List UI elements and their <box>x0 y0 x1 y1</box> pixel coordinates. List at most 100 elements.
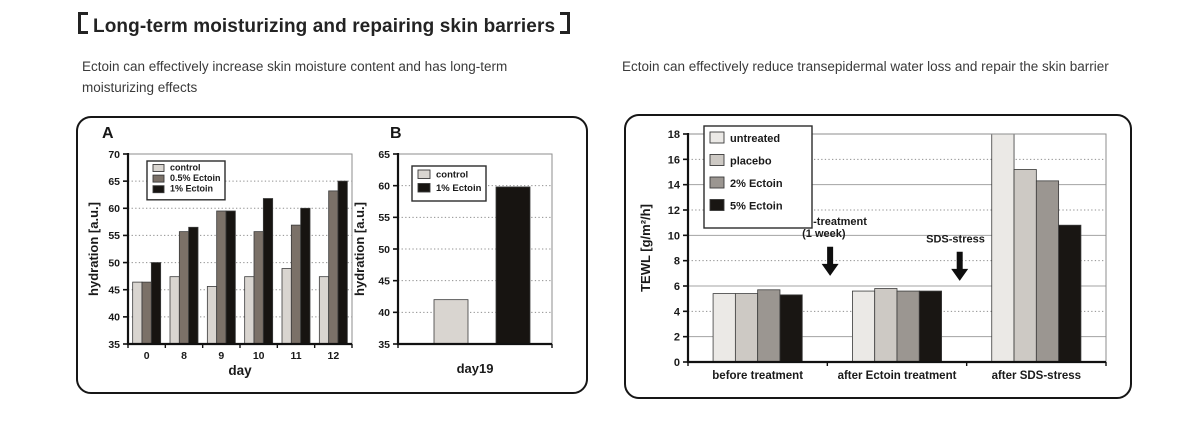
category-label: 8 <box>181 350 187 362</box>
bar <box>337 180 348 345</box>
y-tick-label: 60 <box>108 203 120 215</box>
legend-swatch <box>709 176 725 189</box>
y-tick-label: 40 <box>378 307 390 319</box>
x-axis-title: day19 <box>457 361 494 376</box>
legend-label: 1% Ectoin <box>170 184 213 194</box>
bar <box>253 231 264 345</box>
panel-a-label: A <box>102 125 114 142</box>
bar <box>874 288 898 363</box>
bar <box>991 133 1015 363</box>
bar <box>1035 180 1060 363</box>
y-tick-label: 0 <box>674 357 680 369</box>
hydration-B-canvas: 35 40 45 50 55 60 65 day19 hydration [a.u.] contr… <box>352 149 553 376</box>
y-tick-label: 12 <box>668 205 680 217</box>
page-title-text: Long-term moisturizing and repairing ski… <box>93 16 556 37</box>
annotation-arrow-icon <box>951 251 969 281</box>
bar <box>141 281 152 345</box>
category-label: after Ectoin treatment <box>838 370 957 382</box>
legend-swatch <box>152 164 165 172</box>
bar <box>206 286 218 345</box>
page-title: Long-term moisturizing and repairing ski… <box>78 12 571 38</box>
category-label: after SDS-stress <box>992 370 1081 382</box>
category-label: 9 <box>218 350 224 362</box>
y-tick-label: 6 <box>674 281 680 293</box>
tewl-panel: 0 2 4 6 8 10 12 14 16 18 before treatment after Ect… <box>624 114 1132 399</box>
y-tick-label: 50 <box>378 244 390 256</box>
y-tick-label: 10 <box>668 230 680 242</box>
hydration-chart-a: 35 40 45 50 55 60 65 70 0 8 9 10 11 12 day hydration [a… <box>86 142 368 386</box>
y-tick-label: 50 <box>108 257 120 269</box>
legend-label: 0.5% Ectoin <box>170 173 221 183</box>
y-axis-title: hydration [a.u.] <box>88 202 101 296</box>
y-tick-label: 70 <box>108 149 120 161</box>
hydration-panel: A B 35 40 45 50 55 60 65 70 0 8 9 10 11 12 day hydratio… <box>76 116 588 394</box>
legend-label: 2% Ectoin <box>730 178 783 190</box>
bar <box>262 198 274 345</box>
bar <box>188 226 199 345</box>
lenticular-bracket-right-icon <box>560 12 571 34</box>
bar <box>852 290 876 363</box>
legend-label: placebo <box>730 156 772 168</box>
bar <box>1058 224 1082 363</box>
y-tick-label: 55 <box>378 212 390 224</box>
bar <box>495 186 531 345</box>
hydration-A-canvas: 35 40 45 50 55 60 65 70 0 8 9 10 11 12 day hydration [a… <box>86 149 353 378</box>
bar <box>896 290 920 363</box>
bar <box>918 290 942 363</box>
hydration-chart-b: 35 40 45 50 55 60 65 day19 hydration [a.u.] contr… <box>352 142 562 386</box>
panel-b-label: B <box>390 125 402 142</box>
legend-label: control <box>170 163 201 173</box>
x-axis-title: day <box>228 363 252 378</box>
category-label: 12 <box>327 350 339 362</box>
bar <box>779 294 803 363</box>
y-tick-label: 18 <box>668 129 680 141</box>
y-tick-label: 8 <box>674 256 680 268</box>
legend-swatch <box>417 183 431 193</box>
y-axis-title: TEWL [g/m²/h] <box>638 204 653 292</box>
legend-label: 5% Ectoin <box>730 201 783 213</box>
category-label: 10 <box>253 350 265 362</box>
legend-label: untreated <box>730 133 780 145</box>
legend-swatch <box>152 174 165 183</box>
annotation-arrow-icon <box>821 246 839 276</box>
legend-swatch <box>417 169 431 179</box>
bar <box>318 276 330 345</box>
y-tick-label: 45 <box>108 284 120 296</box>
bar <box>216 210 227 345</box>
bar <box>433 299 469 345</box>
category-label: 11 <box>290 350 301 362</box>
y-tick-label: 60 <box>378 180 390 192</box>
y-tick-label: 40 <box>108 312 120 324</box>
bar <box>712 293 736 363</box>
tewl-chart: 0 2 4 6 8 10 12 14 16 18 before treatment after Ect… <box>636 124 1118 392</box>
bar <box>169 276 180 345</box>
y-axis-title: hydration [a.u.] <box>352 202 367 296</box>
legend-label: 1% Ectoin <box>436 183 482 194</box>
hydration-subtitle: Ectoin can effectively increase skin moi… <box>82 59 508 95</box>
y-tick-label: 16 <box>668 154 680 166</box>
bar <box>290 224 302 345</box>
bar <box>132 281 143 345</box>
bar <box>328 190 339 345</box>
y-tick-label: 35 <box>378 339 390 351</box>
tewl-canvas: 0 2 4 6 8 10 12 14 16 18 before treatment after Ect… <box>638 125 1107 382</box>
category-label: 0 <box>144 350 150 362</box>
bar <box>757 289 781 363</box>
annotation-text: (1 week) <box>802 228 846 240</box>
y-tick-label: 2 <box>674 332 680 344</box>
tewl-subtitle: Ectoin can effectively reduce transepide… <box>622 59 1109 74</box>
legend-label: control <box>436 170 468 181</box>
bar <box>244 276 255 345</box>
bar <box>300 207 311 345</box>
bar <box>1013 169 1037 363</box>
y-tick-label: 35 <box>108 339 120 351</box>
y-tick-label: 55 <box>108 230 120 242</box>
bar <box>225 210 236 345</box>
bar <box>734 293 759 363</box>
y-tick-label: 65 <box>108 176 120 188</box>
legend-swatch <box>152 185 165 194</box>
y-tick-label: 4 <box>674 306 681 318</box>
y-tick-label: 14 <box>668 180 681 192</box>
annotation-text: SDS-stress <box>926 233 985 245</box>
